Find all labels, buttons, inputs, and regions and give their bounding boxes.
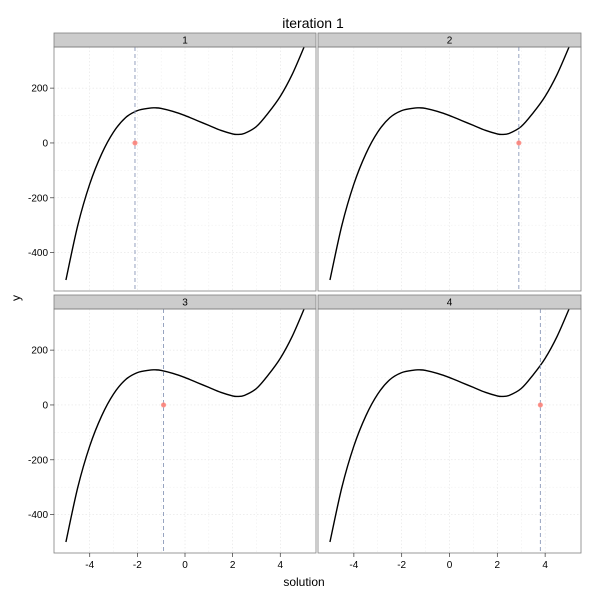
y-tick-label: -200 <box>28 455 48 466</box>
x-tick-label: -4 <box>349 560 358 571</box>
x-tick-label: 0 <box>447 560 453 571</box>
y-tick-label: 200 <box>31 84 48 95</box>
function-curve <box>65 308 305 543</box>
facet-panel-2: 2 <box>317 32 582 292</box>
panel-border <box>53 46 317 292</box>
x-tick-label: 2 <box>230 560 236 571</box>
x-tick-label: -2 <box>133 560 142 571</box>
x-tick-label: 0 <box>182 560 188 571</box>
solution-point <box>516 140 522 146</box>
x-tick-label: -4 <box>85 560 94 571</box>
y-tick-label: 0 <box>42 400 48 411</box>
x-tick-label: 4 <box>277 560 283 571</box>
y-tick-label: -400 <box>28 248 48 259</box>
panel-border <box>317 46 582 292</box>
facet-panel-3: 3 -400 -200 0 200 -4 -2 0 2 4 <box>28 294 317 571</box>
x-tick-label: 4 <box>542 560 548 571</box>
chart-title: iteration 1 <box>282 15 344 31</box>
function-curve <box>65 46 305 281</box>
facet-strip-label: 1 <box>182 36 188 47</box>
y-axis-title: y <box>9 295 23 301</box>
facet-panel-1: 1 -400 -200 0 200 <box>28 32 317 292</box>
function-curve <box>329 308 570 543</box>
solution-point <box>537 402 543 408</box>
x-tick-label: 2 <box>495 560 501 571</box>
solution-point <box>160 402 167 408</box>
y-tick-label: 200 <box>31 346 48 357</box>
y-tick-label: 0 <box>42 138 48 149</box>
y-tick-label: -400 <box>28 510 48 521</box>
x-axis-title: solution <box>283 575 324 589</box>
solution-point <box>132 140 138 146</box>
facet-strip-label: 2 <box>447 36 453 47</box>
function-curve <box>329 46 570 281</box>
facet-strip-label: 4 <box>447 298 453 309</box>
x-tick-label: -2 <box>397 560 406 571</box>
y-tick-label: -200 <box>28 193 48 204</box>
facet-strip-label: 3 <box>182 298 188 309</box>
facet-panel-4: 4 -4 -2 0 2 4 <box>317 294 582 571</box>
